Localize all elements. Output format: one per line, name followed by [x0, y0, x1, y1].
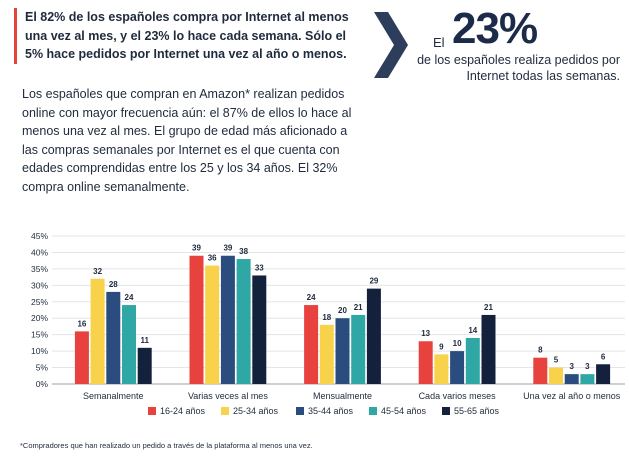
body-text: Los españoles que compran en Amazon* rea… [22, 87, 352, 194]
bar [189, 255, 204, 384]
legend-swatch [296, 407, 304, 415]
legend: 16-24 años 25-34 años 35-44 años 45-54 años… [148, 406, 500, 416]
x-category-label: Una vez al año o menos [523, 391, 621, 401]
bar [580, 374, 595, 384]
y-tick-label: 5% [36, 363, 49, 373]
bar-value-label: 3 [569, 362, 574, 371]
bar-value-label: 18 [322, 313, 331, 322]
legend-swatch [442, 407, 450, 415]
bar-value-label: 21 [484, 303, 493, 312]
bar-value-label: 14 [468, 326, 477, 335]
bar-value-label: 13 [421, 329, 430, 338]
bar-value-label: 6 [601, 352, 606, 361]
bar-value-label: 29 [369, 277, 378, 286]
y-tick-label: 0% [36, 379, 49, 389]
highlight-prefix: El [433, 35, 445, 50]
intro-text: El 82% de los españoles compra por Inter… [14, 8, 365, 64]
legend-swatch [221, 407, 229, 415]
y-tick-label: 30% [31, 280, 48, 290]
bar [533, 357, 548, 384]
bar [450, 351, 465, 384]
bar [122, 305, 136, 384]
bar-value-label: 36 [208, 254, 217, 263]
bar [465, 337, 480, 384]
bar-value-label: 28 [109, 280, 118, 289]
legend-label: 55-65 años [454, 406, 500, 416]
y-tick-label: 40% [31, 247, 48, 257]
bar [220, 255, 235, 384]
legend-label: 25-34 años [233, 406, 279, 416]
y-tick-label: 20% [31, 313, 48, 323]
bar-value-label: 3 [585, 362, 590, 371]
bar-value-label: 32 [93, 267, 102, 276]
bar [366, 288, 381, 384]
highlight-value: 23% [452, 4, 538, 53]
bar-value-label: 9 [439, 342, 444, 351]
chevron-icon [374, 12, 408, 78]
legend-swatch [148, 407, 156, 415]
bar [74, 331, 89, 384]
bar-value-label: 39 [192, 244, 201, 253]
bar-value-label: 8 [538, 346, 543, 355]
y-tick-label: 15% [31, 330, 48, 340]
legend-label: 16-24 años [160, 406, 206, 416]
bar-value-label: 38 [239, 247, 248, 256]
bar [351, 314, 366, 384]
bar-value-label: 11 [140, 336, 149, 345]
bar-value-label: 20 [338, 306, 347, 315]
y-tick-label: 10% [31, 346, 48, 356]
bar [304, 305, 319, 384]
bar-value-label: 33 [255, 263, 264, 272]
bar [205, 265, 220, 384]
bar [319, 324, 334, 384]
y-axis-ticks: 0% 5% 10% 15% 20% 25% 30% 35% 40% 45% [31, 231, 48, 389]
y-tick-label: 45% [31, 231, 48, 241]
legend-label: 35-44 años [308, 406, 354, 416]
bar [106, 291, 121, 384]
bar [137, 347, 152, 384]
bar-value-label: 39 [223, 244, 232, 253]
bar [252, 275, 267, 384]
bar [434, 354, 449, 384]
bar [481, 314, 496, 384]
x-category-label: Semanalmente [83, 391, 144, 401]
legend-label: 45-54 años [381, 406, 427, 416]
bar [418, 341, 433, 384]
bar-value-label: 21 [354, 303, 363, 312]
bar-value-label: 16 [77, 319, 86, 328]
footnote: *Compradores que han realizado un pedido… [20, 441, 313, 450]
bar-chart: 0% 5% 10% 15% 20% 25% 30% 35% 40% 45% 16 32 28 24 11 3… [31, 231, 625, 416]
bar-value-label: 10 [453, 339, 462, 348]
bar-value-label: 24 [307, 293, 316, 302]
x-category-label: Varias veces al mes [188, 391, 268, 401]
x-axis-categories: Semanalmente Varias veces al mes Mensualme… [83, 391, 621, 401]
legend-swatch [369, 407, 377, 415]
x-category-label: Cada varios meses [419, 391, 497, 401]
bar [236, 259, 251, 384]
bar [335, 318, 350, 384]
y-tick-label: 35% [31, 264, 48, 274]
bar-value-label: 24 [125, 293, 134, 302]
x-category-label: Mensualmente [313, 391, 372, 401]
bar [596, 364, 611, 384]
bar [90, 278, 105, 384]
y-tick-label: 25% [31, 297, 48, 307]
bar [549, 367, 563, 384]
highlight-text: de los españoles realiza pedidos por Int… [417, 53, 620, 83]
bar-value-label: 5 [554, 356, 559, 365]
bar [564, 374, 579, 384]
